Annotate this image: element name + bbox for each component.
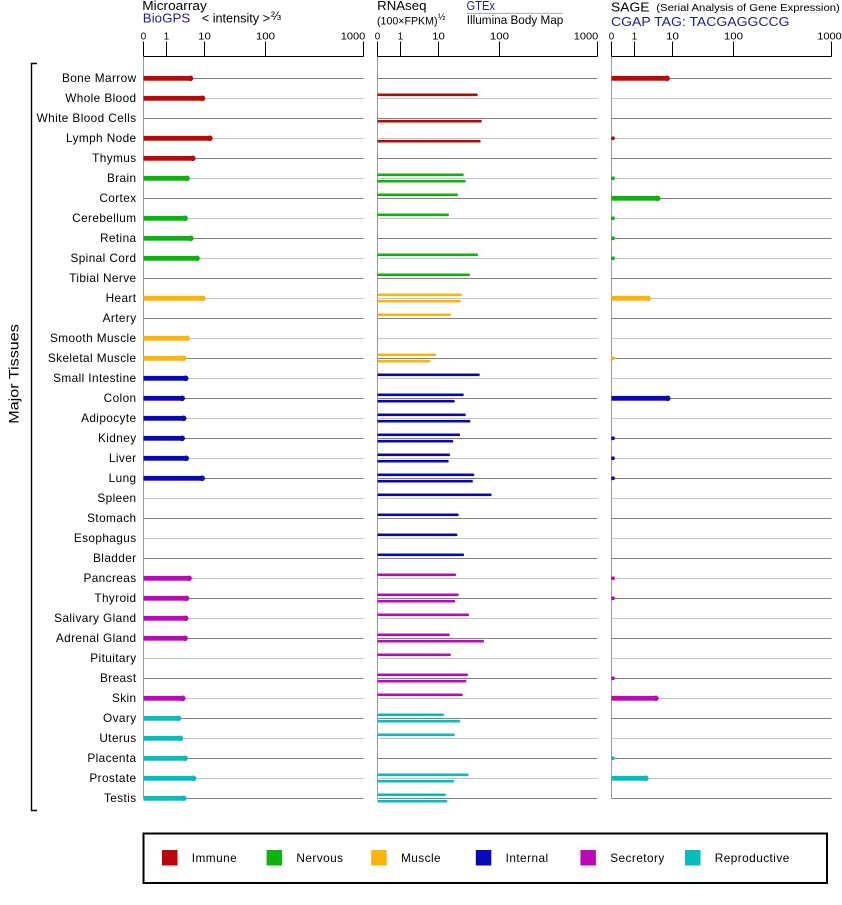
svg-text:Cerebellum: Cerebellum [72, 211, 136, 225]
svg-text:Illumina Body Map: Illumina Body Map [467, 13, 564, 27]
svg-text:Stomach: Stomach [87, 511, 136, 525]
svg-text:Major Tissues: Major Tissues [5, 324, 21, 424]
svg-text:Muscle: Muscle [401, 851, 441, 865]
svg-text:Secretory: Secretory [610, 851, 665, 865]
svg-text:White Blood Cells: White Blood Cells [37, 111, 137, 125]
svg-text:BioGPS: BioGPS [143, 11, 191, 26]
svg-text:Cortex: Cortex [99, 191, 136, 205]
svg-text:Liver: Liver [109, 451, 137, 465]
svg-text:SAGE: SAGE [611, 0, 650, 14]
svg-text:1: 1 [164, 32, 169, 43]
svg-text:0: 0 [609, 32, 615, 43]
svg-text:Skin: Skin [112, 691, 137, 705]
svg-text:Salivary Gland: Salivary Gland [54, 611, 136, 625]
svg-text:Pituitary: Pituitary [90, 651, 136, 665]
svg-text:Tibial Nerve: Tibial Nerve [69, 271, 136, 285]
svg-text:GTEx: GTEx [467, 0, 496, 13]
svg-text:Small Intestine: Small Intestine [53, 371, 136, 385]
svg-text:Retina: Retina [100, 231, 137, 245]
svg-text:1000: 1000 [817, 32, 842, 43]
svg-text:Internal: Internal [506, 851, 549, 865]
svg-text:Spleen: Spleen [97, 491, 136, 505]
svg-text:100: 100 [256, 32, 276, 43]
svg-text:⅔: ⅔ [271, 9, 281, 23]
svg-text:Pancreas: Pancreas [83, 571, 136, 585]
svg-text:Placenta: Placenta [87, 751, 136, 765]
svg-text:Adrenal Gland: Adrenal Gland [56, 631, 137, 645]
svg-text:Lung: Lung [109, 471, 137, 485]
svg-text:Artery: Artery [103, 311, 137, 325]
svg-text:Heart: Heart [106, 291, 137, 305]
svg-text:Thymus: Thymus [92, 151, 136, 165]
svg-text:Spinal Cord: Spinal Cord [70, 251, 136, 265]
svg-text:Lymph Node: Lymph Node [66, 131, 136, 145]
svg-text:Colon: Colon [104, 391, 137, 405]
svg-text:Thyroid: Thyroid [94, 591, 136, 605]
svg-text:Prostate: Prostate [89, 771, 136, 785]
svg-text:Nervous: Nervous [296, 851, 343, 865]
svg-text:1: 1 [398, 32, 403, 43]
svg-text:CGAP TAG: TACGAGGCCG: CGAP TAG: TACGAGGCCG [611, 14, 790, 29]
svg-text:½: ½ [438, 12, 446, 22]
svg-text:Breast: Breast [100, 671, 137, 685]
svg-text:Testis: Testis [104, 791, 137, 805]
svg-text:0: 0 [141, 32, 147, 43]
svg-text:Smooth Muscle: Smooth Muscle [50, 331, 137, 345]
svg-text:1000: 1000 [341, 32, 366, 43]
svg-text:Bladder: Bladder [93, 551, 136, 565]
svg-text:Kidney: Kidney [98, 431, 136, 445]
svg-text:Microarray: Microarray [142, 0, 207, 13]
svg-text:(100×FPKM): (100×FPKM) [377, 16, 438, 28]
svg-text:Esophagus: Esophagus [74, 531, 137, 545]
svg-text:1000: 1000 [574, 32, 599, 43]
svg-text:Uterus: Uterus [99, 731, 136, 745]
svg-text:100: 100 [724, 32, 744, 43]
svg-text:100: 100 [490, 32, 510, 43]
svg-text:Ovary: Ovary [103, 711, 136, 725]
svg-text:Brain: Brain [107, 171, 137, 185]
svg-text:(Serial Analysis of Gene Expre: (Serial Analysis of Gene Expression) [656, 3, 840, 14]
svg-text:Whole Blood: Whole Blood [65, 91, 136, 105]
svg-text:Reproductive: Reproductive [715, 851, 790, 865]
svg-text:Skeletal Muscle: Skeletal Muscle [48, 351, 137, 365]
svg-text:10: 10 [666, 32, 679, 43]
svg-text:Bone Marrow: Bone Marrow [62, 71, 137, 85]
svg-text:< intensity >: < intensity > [202, 11, 270, 26]
svg-text:Immune: Immune [192, 851, 237, 865]
svg-text:1: 1 [632, 32, 637, 43]
svg-text:10: 10 [198, 32, 211, 43]
svg-text:RNAseq: RNAseq [377, 0, 426, 13]
svg-text:0: 0 [375, 32, 381, 43]
svg-text:Adipocyte: Adipocyte [81, 411, 136, 425]
svg-text:10: 10 [432, 32, 445, 43]
